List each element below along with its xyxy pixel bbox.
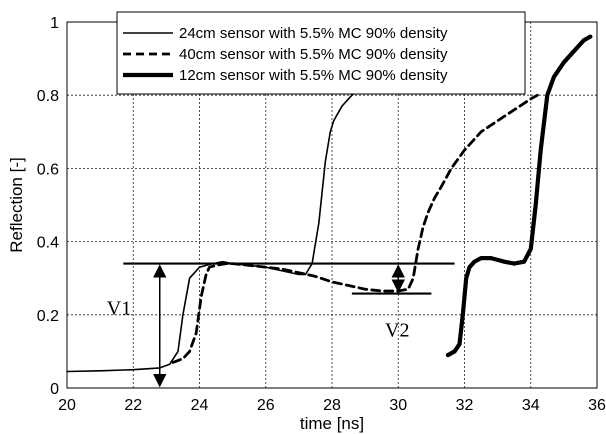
legend-entry-2: 40cm sensor with 5.5% MC 90% density bbox=[179, 46, 448, 63]
x-tick-labels: 20 22 24 26 28 30 32 34 36 bbox=[58, 397, 606, 414]
x-tick-label: 34 bbox=[522, 397, 540, 414]
legend-entry-3: 12cm sensor with 5.5% MC 90% density bbox=[179, 67, 448, 84]
series-line-2 bbox=[171, 93, 539, 364]
annotation-v2: V2 bbox=[385, 319, 409, 341]
legend-box bbox=[116, 11, 526, 95]
y-tick-label: 0.8 bbox=[37, 88, 59, 105]
x-tick-label: 20 bbox=[58, 397, 76, 414]
annotation-v1: V1 bbox=[107, 297, 131, 319]
reference-layer bbox=[123, 262, 455, 388]
y-axis-label: Reflection [-] bbox=[7, 157, 26, 252]
x-tick-label: 28 bbox=[323, 397, 341, 414]
x-tick-label: 32 bbox=[456, 397, 474, 414]
y-tick-label: 0.6 bbox=[37, 161, 59, 178]
annotation-layer: V1 V2 bbox=[107, 297, 410, 341]
y-tick-label: 0.4 bbox=[37, 235, 59, 252]
x-tick-label: 30 bbox=[389, 397, 407, 414]
y-tick-label: 0 bbox=[50, 381, 59, 398]
x-axis-label: time [ns] bbox=[300, 414, 364, 433]
legend-entry-1: 24cm sensor with 5.5% MC 90% density bbox=[179, 25, 448, 42]
y-tick-label: 0.2 bbox=[37, 308, 59, 325]
x-tick-label: 36 bbox=[588, 397, 606, 414]
legend: 24cm sensor with 5.5% MC 90% density 40cm… bbox=[116, 11, 526, 95]
y-tick-label: 1 bbox=[50, 15, 59, 32]
x-tick-label: 24 bbox=[191, 397, 209, 414]
y-tick-labels: 0 0.2 0.4 0.6 0.8 1 bbox=[37, 15, 59, 398]
x-tick-label: 22 bbox=[124, 397, 142, 414]
x-tick-label: 26 bbox=[257, 397, 275, 414]
series-line-3 bbox=[445, 34, 593, 358]
